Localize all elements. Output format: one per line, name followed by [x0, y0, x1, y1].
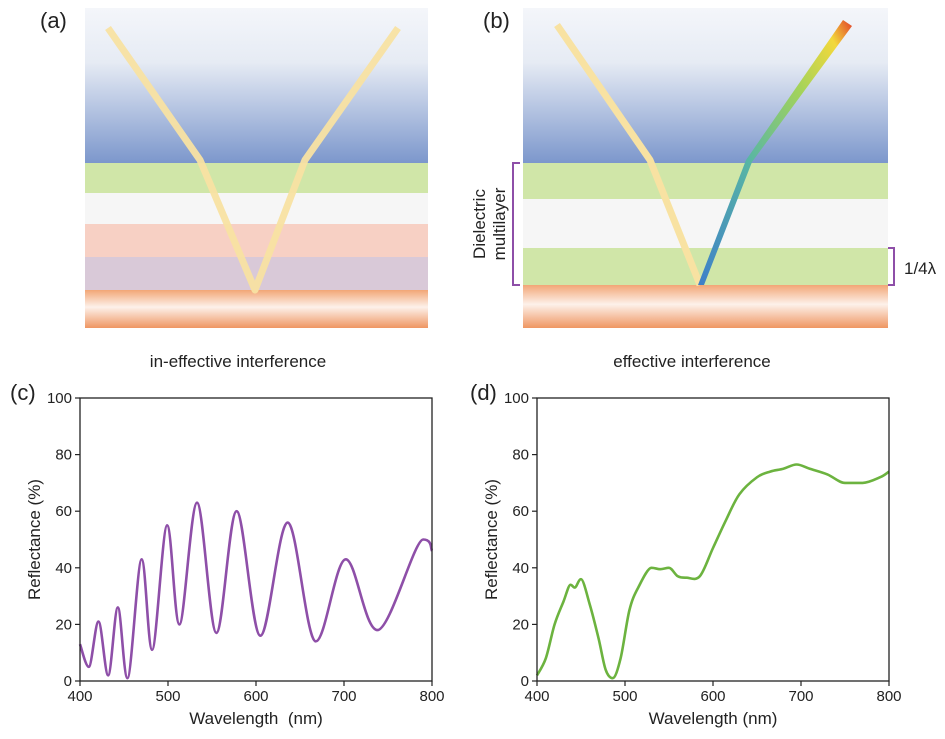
- bracket: [512, 162, 520, 286]
- panel-label: (c): [10, 380, 36, 405]
- plot-frame: [536, 397, 890, 682]
- bracket: [888, 247, 895, 286]
- y-tick-label: 20: [55, 616, 72, 633]
- x-tick-label: 500: [612, 688, 637, 705]
- y-axis-label: Reflectance (%): [25, 479, 44, 600]
- panel-label: (a): [40, 8, 67, 33]
- y-tick-label: 60: [512, 503, 529, 520]
- layer: [523, 163, 888, 199]
- plot-frame: [79, 397, 433, 682]
- y-tick-label: 80: [512, 447, 529, 464]
- layer-air: [523, 8, 888, 163]
- y-tick-label: 20: [512, 616, 529, 633]
- x-tick-label: 400: [524, 688, 549, 705]
- quarter-label: 1/4λ: [904, 259, 937, 278]
- layer-air: [85, 8, 428, 163]
- y-tick-label: 80: [55, 447, 72, 464]
- x-axis-label: Wavelength (nm): [649, 709, 778, 728]
- layer: [85, 224, 428, 257]
- reflected-beam: [698, 20, 852, 285]
- x-tick-label: 700: [788, 688, 813, 705]
- panel-label: (b): [483, 8, 510, 33]
- substrate: [523, 285, 888, 328]
- y-tick-label: 40: [512, 560, 529, 577]
- diagram-b: Dielectric multilayer 1/4λ (b) effective…: [470, 8, 937, 371]
- diagram-a: (a) in-effective interference: [40, 8, 428, 371]
- panel-label: (d): [470, 380, 497, 405]
- x-tick-label: 600: [243, 688, 268, 705]
- light-beam: [554, 23, 704, 287]
- x-tick-label: 700: [331, 688, 356, 705]
- x-tick-label: 400: [67, 688, 92, 705]
- layer: [523, 199, 888, 248]
- x-axis-label: Wavelength (nm): [189, 709, 323, 728]
- data-line: [78, 501, 434, 680]
- y-tick-label: 0: [521, 673, 529, 690]
- x-tick-label: 800: [419, 688, 444, 705]
- light-beam: [105, 25, 401, 294]
- substrate: [85, 290, 428, 328]
- y-tick-label: 60: [55, 503, 72, 520]
- x-tick-label: 600: [700, 688, 725, 705]
- layer: [85, 193, 428, 224]
- x-tick-label: 500: [155, 688, 180, 705]
- y-tick-label: 100: [47, 390, 72, 407]
- caption: effective interference: [613, 352, 771, 371]
- bracket-label: Dielectric: [470, 189, 489, 259]
- layer: [85, 163, 428, 193]
- y-axis-label: Reflectance (%): [482, 479, 501, 600]
- caption: in-effective interference: [150, 352, 326, 371]
- y-tick-label: 0: [64, 673, 72, 690]
- x-tick-label: 800: [876, 688, 901, 705]
- bracket-label: multilayer: [490, 187, 509, 260]
- data-line: [535, 463, 890, 680]
- y-tick-label: 40: [55, 560, 72, 577]
- y-tick-label: 100: [504, 390, 529, 407]
